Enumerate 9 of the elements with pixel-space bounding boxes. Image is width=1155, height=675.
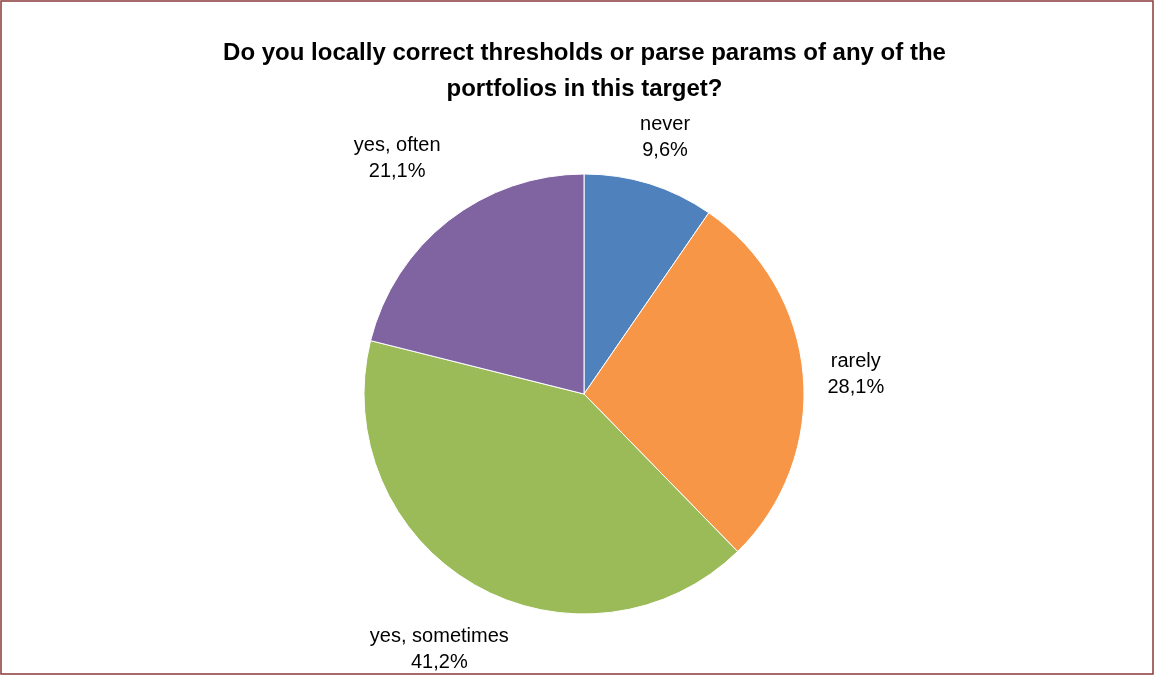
data-label: 21,1%	[368, 158, 426, 181]
chart-title: Do you locally correct thresholds or parse params of any of the portfolios in this target?	[223, 38, 946, 101]
data-label: 41,2%	[410, 649, 468, 672]
slice-label: yes, sometimes	[369, 623, 509, 646]
slice-label: rarely	[830, 348, 881, 371]
slice-label: yes, often	[353, 132, 441, 155]
slice-label: never	[640, 111, 691, 134]
data-label: 9,6%	[642, 137, 689, 160]
data-label: 28,1%	[827, 374, 885, 397]
